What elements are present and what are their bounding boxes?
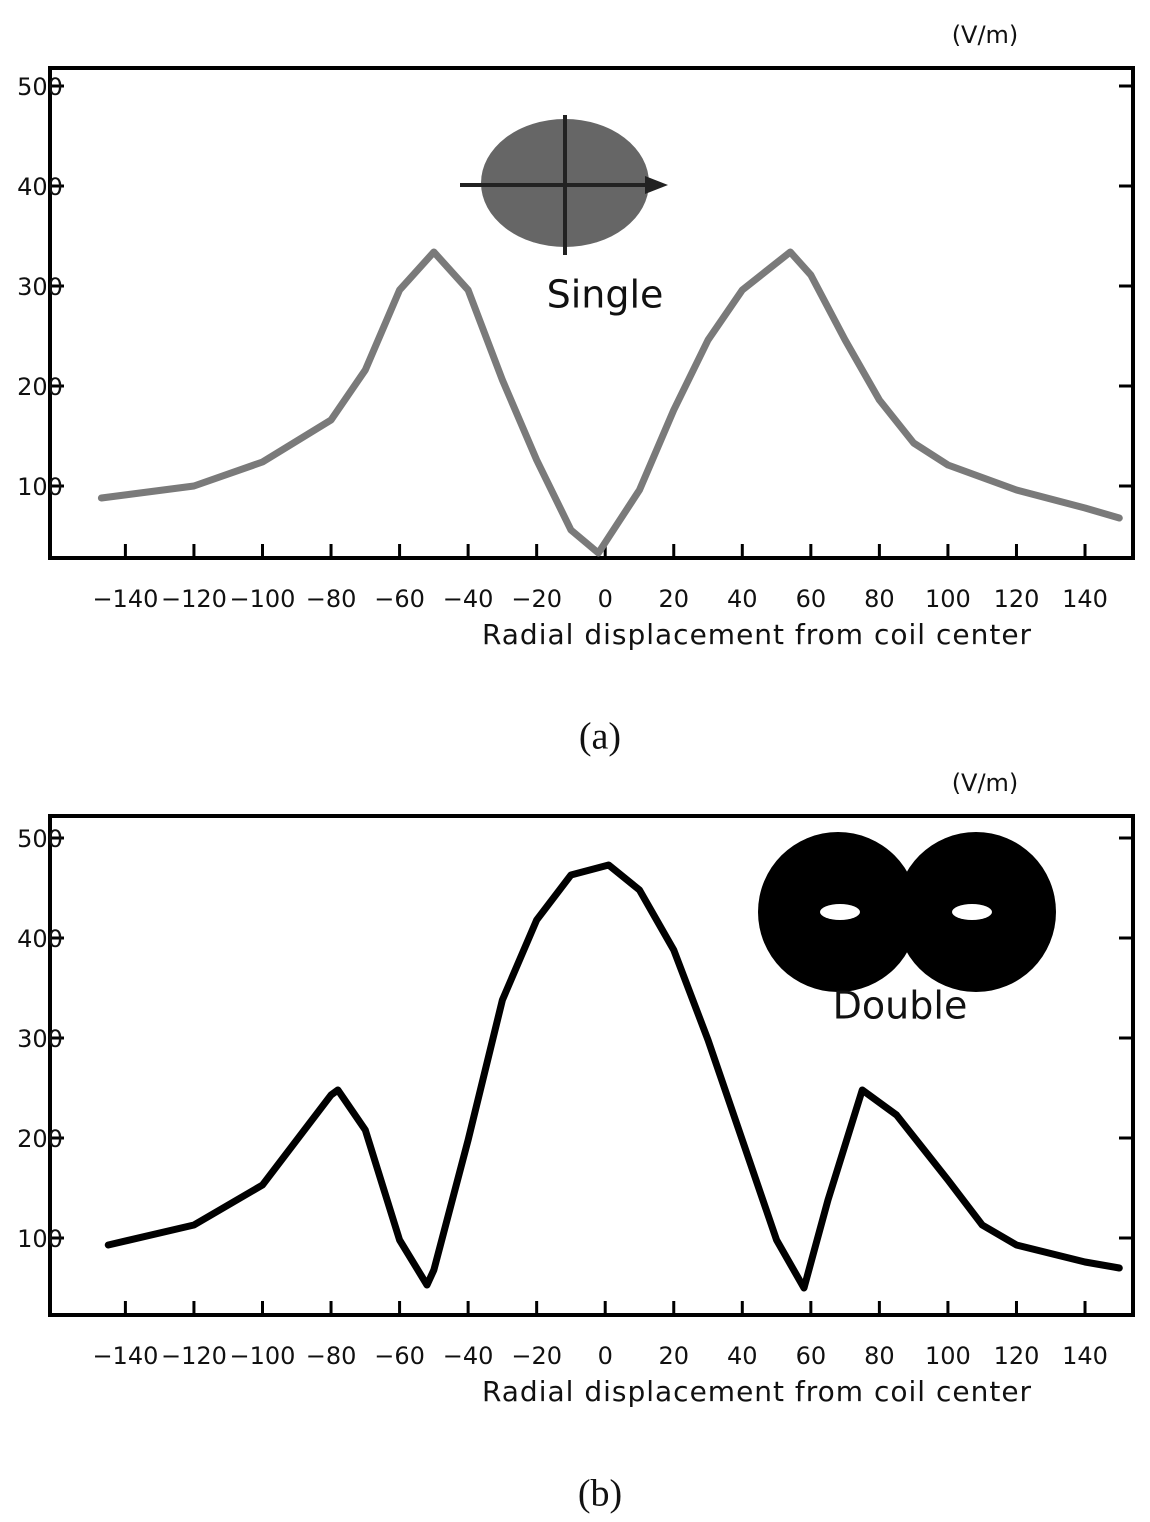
x-tick-label: 60 (796, 1342, 827, 1370)
x-tick-label: 120 (994, 585, 1040, 613)
x-tick-label: −40 (443, 585, 494, 613)
data-line (104, 861, 1123, 1292)
x-tick-label: −140 (92, 585, 158, 613)
x-tick-label: 80 (864, 1342, 895, 1370)
x-tick-label: 20 (658, 1342, 689, 1370)
x-tick-label: 60 (796, 585, 827, 613)
x-tick-label: 140 (1062, 585, 1108, 613)
x-tick-label: −20 (511, 1342, 562, 1370)
y-tick-label: 200 (17, 373, 63, 401)
x-tick-label: 0 (598, 1342, 613, 1370)
y-tick-label: 400 (17, 925, 63, 953)
x-tick-label: 100 (925, 585, 971, 613)
plot-frame (48, 814, 1135, 1317)
x-tick-label: −100 (230, 1342, 296, 1370)
x-tick-label: −140 (92, 1342, 158, 1370)
y-tick-label: 200 (17, 1125, 63, 1153)
x-tick-label: −60 (374, 1342, 425, 1370)
y-tick-label: 500 (17, 73, 63, 101)
y-tick-label: 300 (17, 1025, 63, 1053)
x-tick-label: −120 (161, 585, 227, 613)
double-coil-icon (758, 832, 1056, 992)
data-line (97, 248, 1123, 557)
x-tick-label: 120 (994, 1342, 1040, 1370)
annotation: Double (833, 984, 968, 1028)
x-tick-label: −80 (306, 1342, 357, 1370)
x-tick-label: 40 (727, 585, 758, 613)
y-unit: (V/m) (952, 769, 1019, 797)
annotation: Single (547, 273, 664, 317)
arrow (645, 176, 668, 194)
coil-hole (820, 904, 860, 920)
y-tick-label: 500 (17, 825, 63, 853)
plot-frame (48, 66, 1135, 560)
coil-hole (952, 904, 992, 920)
x-tick-label: −80 (306, 585, 357, 613)
caption: (a) (579, 716, 621, 758)
x-tick-label: −100 (230, 585, 296, 613)
x-tick-label: −120 (161, 1342, 227, 1370)
x-tick-label: −60 (374, 585, 425, 613)
y-unit: (V/m) (952, 21, 1019, 49)
y-tick-label: 100 (17, 1225, 63, 1253)
x-tick-label: −40 (443, 1342, 494, 1370)
x-tick-label: 20 (658, 585, 689, 613)
x-tick-label: 140 (1062, 1342, 1108, 1370)
x-tick-label: 0 (598, 585, 613, 613)
y-tick-label: 300 (17, 273, 63, 301)
x-axis-label: Radial displacement from coil center (482, 618, 1032, 651)
single-coil-icon (460, 115, 668, 255)
x-tick-label: 80 (864, 585, 895, 613)
x-axis-label: Radial displacement from coil center (482, 1375, 1032, 1408)
y-tick-label: 100 (17, 473, 63, 501)
x-tick-label: 40 (727, 1342, 758, 1370)
y-tick-label: 400 (17, 173, 63, 201)
x-tick-label: −20 (511, 585, 562, 613)
x-tick-label: 100 (925, 1342, 971, 1370)
caption: (b) (578, 1473, 622, 1515)
